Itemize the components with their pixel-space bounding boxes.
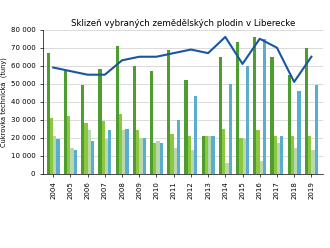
Bar [243,139,246,174]
Bar [280,136,283,174]
Bar [188,136,191,174]
Bar [222,129,225,174]
Bar [105,139,108,174]
Bar [81,86,84,174]
Bar [288,75,291,174]
Bar [67,116,70,174]
Bar [256,130,260,174]
Bar [202,136,205,174]
Bar [84,123,88,174]
Bar [294,148,297,174]
Bar [108,130,112,174]
Bar [174,148,177,174]
Bar [50,118,53,174]
Bar [143,138,146,174]
Bar [91,141,94,174]
Bar [64,71,67,174]
Bar [208,136,212,174]
Bar [177,120,180,174]
Bar [191,150,194,174]
Bar [314,86,318,174]
Bar [263,39,266,174]
Bar [239,138,243,174]
Bar [136,130,139,174]
Bar [153,143,156,174]
Bar [194,96,197,174]
Bar [47,53,50,174]
Bar [125,129,129,174]
Bar [260,161,263,174]
Bar [229,84,232,174]
Bar [270,57,274,174]
Bar [167,50,170,174]
Bar [74,150,77,174]
Bar [56,139,60,174]
Bar [277,143,280,174]
Bar [53,136,56,174]
Bar [253,37,256,174]
Bar [291,136,294,174]
Bar [70,148,74,174]
Bar [308,136,311,174]
Title: Sklizeň vybraných zemědělských plodin v Liberecke: Sklizeň vybraných zemědělských plodin v … [71,19,295,28]
Bar [160,143,163,174]
Bar [205,136,208,174]
Bar [98,69,102,174]
Bar [274,136,277,174]
Bar [122,130,125,174]
Bar [102,122,105,174]
Bar [212,136,214,174]
Bar [311,150,314,174]
Bar [246,66,249,174]
Bar [225,163,229,174]
Bar [184,80,188,174]
Bar [150,71,153,174]
Bar [219,57,222,174]
Bar [119,114,122,174]
Bar [297,91,301,174]
Bar [139,138,143,174]
Bar [115,46,119,174]
Bar [236,42,239,174]
Bar [88,130,91,174]
Y-axis label: Cukrovka technická  (tuny): Cukrovka technická (tuny) [1,57,8,147]
Bar [305,48,308,174]
Bar [156,141,160,174]
Bar [170,134,174,174]
Bar [133,66,136,174]
